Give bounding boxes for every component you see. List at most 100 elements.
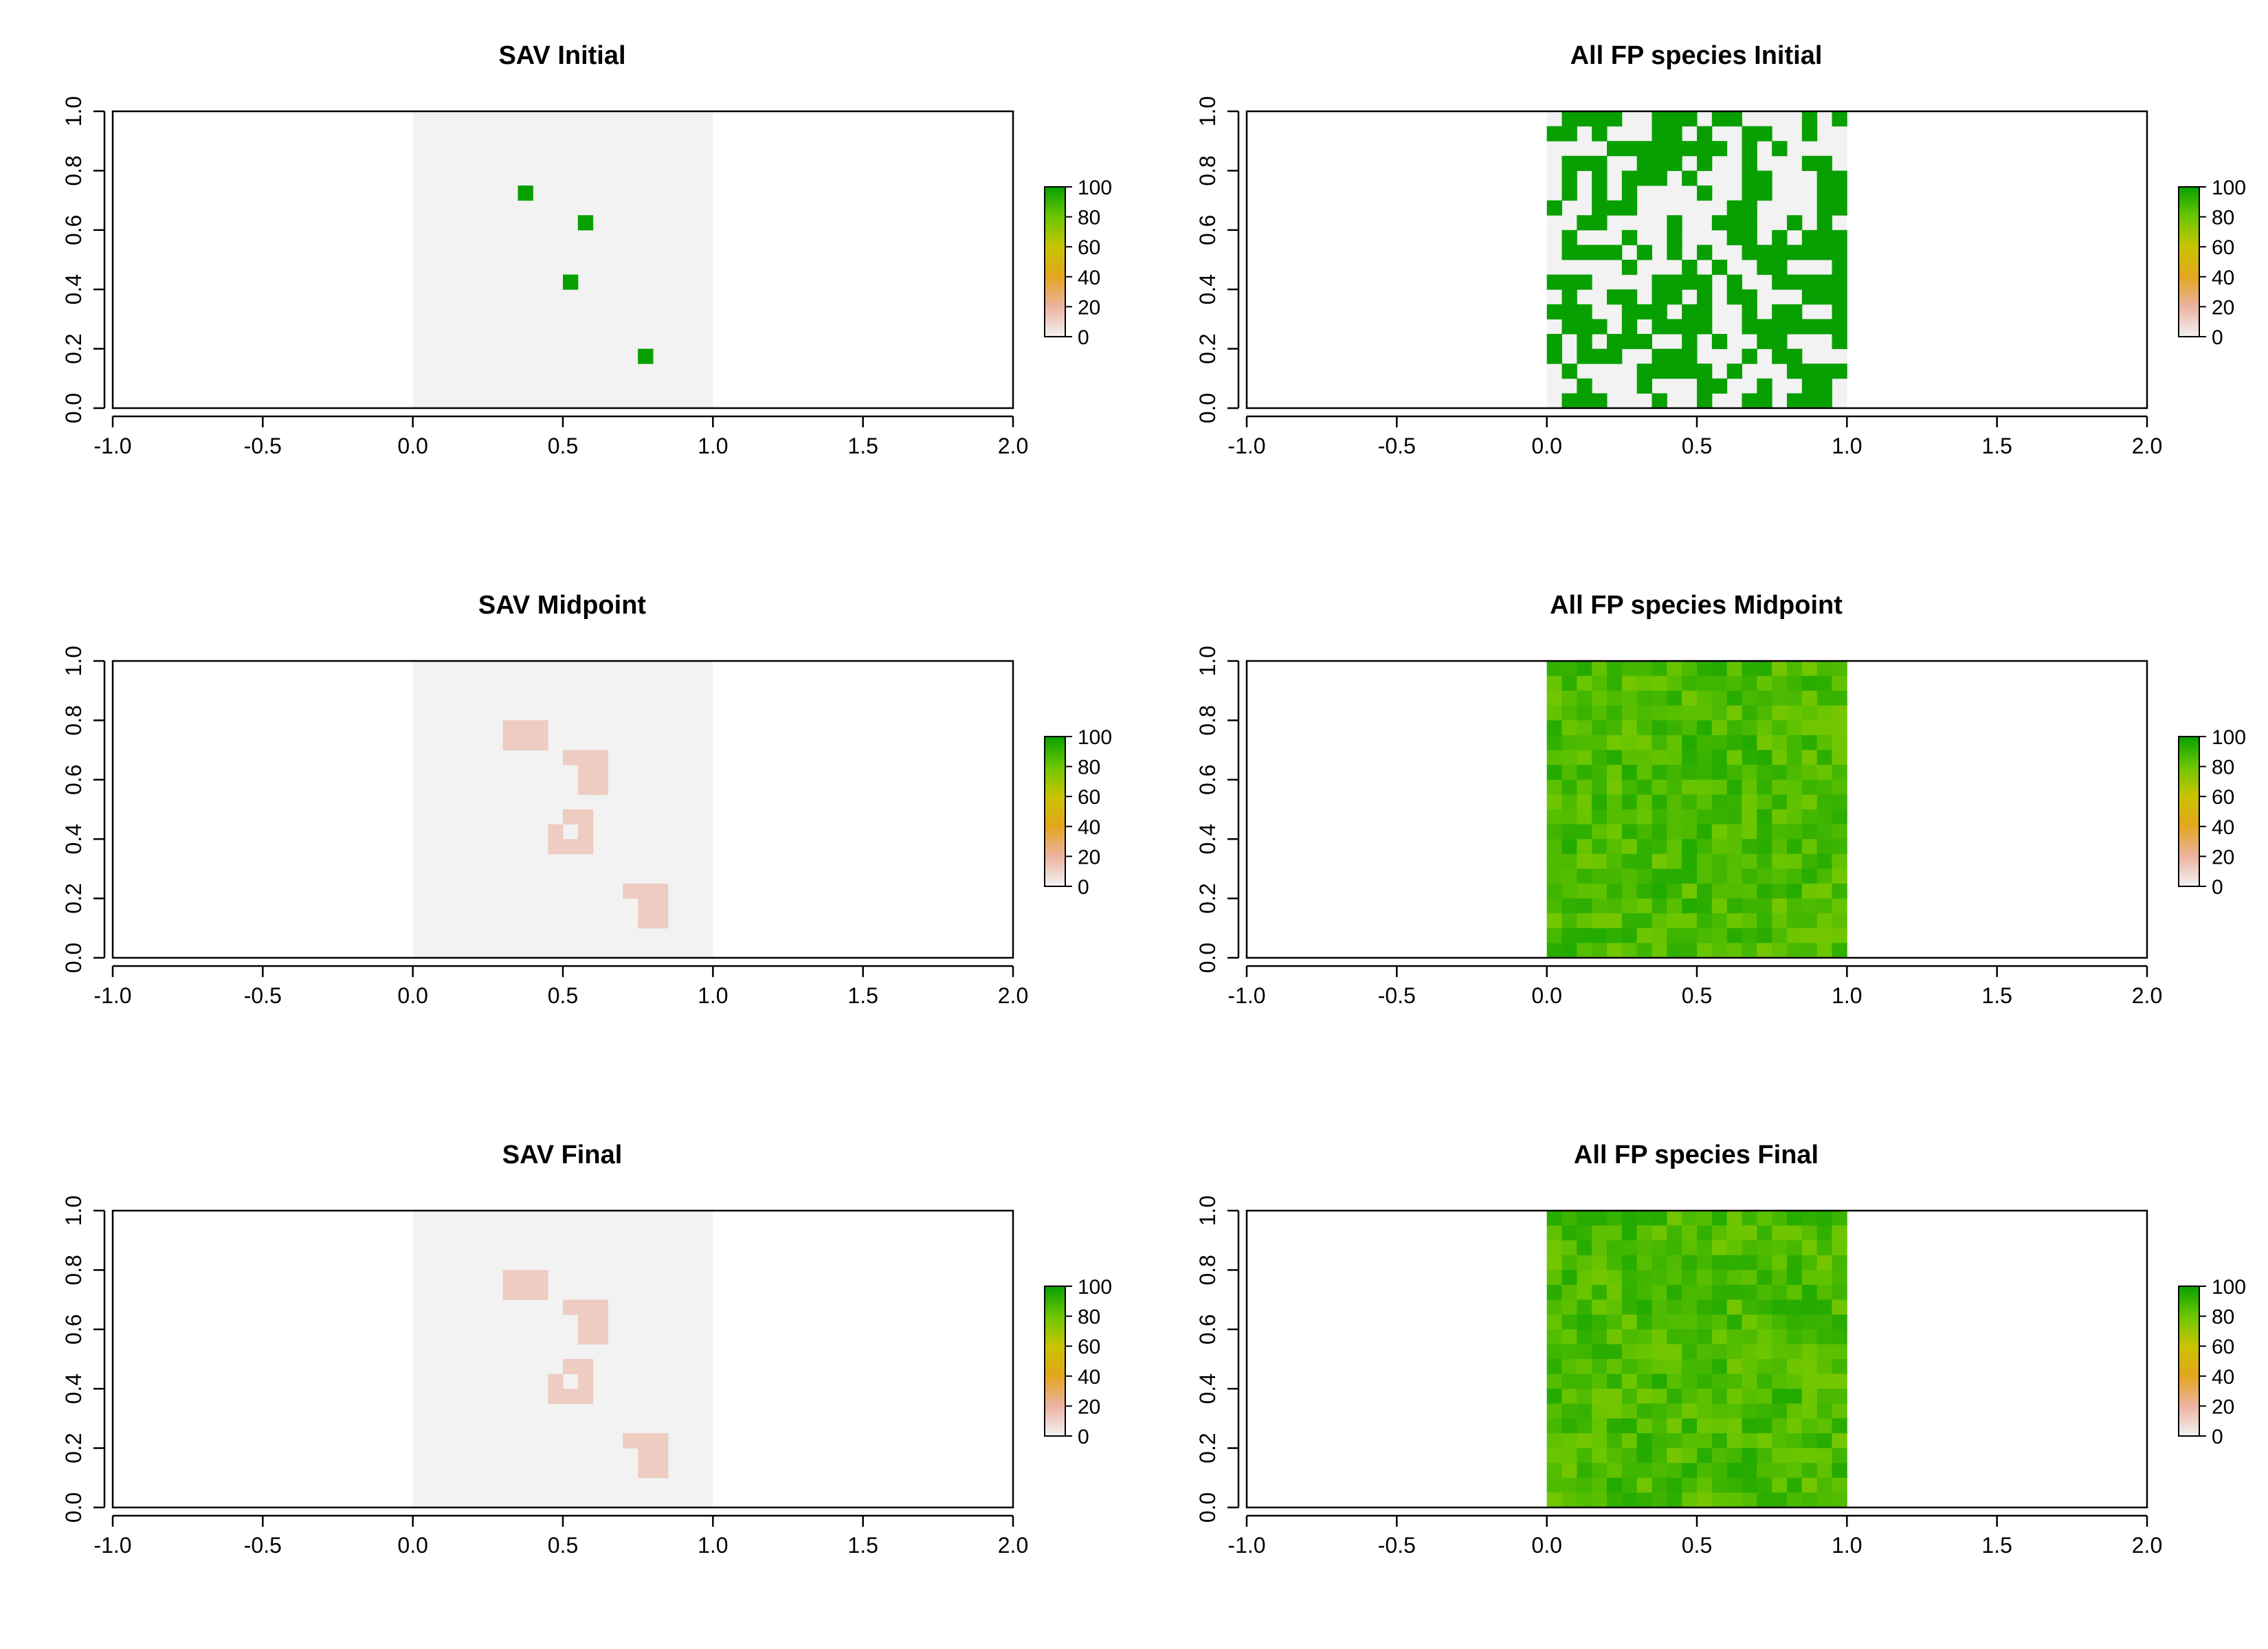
legend-swatch [1045,289,1065,293]
raster-cell [1546,720,1562,736]
raster-cell [1636,705,1652,721]
legend-tick-label: 0 [1078,1426,1089,1448]
raster-cell [1742,1373,1757,1389]
legend-bar-frame [1044,186,1066,337]
raster-cell [1787,661,1803,677]
raster-cell [1667,839,1682,855]
raster-cell [1832,260,1847,276]
raster-cell [1832,884,1847,899]
raster-cell [1561,1463,1577,1479]
raster-cell [1801,1433,1818,1449]
raster-cell [1697,1492,1713,1508]
raster-cell [1726,1448,1742,1463]
legend-swatch [2179,262,2199,265]
legend-swatch [1045,739,1065,743]
raster-cell [1607,289,1623,305]
raster-cell [1757,1211,1772,1226]
raster-cell [1667,661,1682,677]
legend-tick-label: 60 [1078,786,1100,809]
raster-cell [1726,1403,1742,1419]
raster-cell [1652,1373,1667,1389]
raster-cell [1577,675,1592,691]
legend-swatch [2179,874,2199,878]
raster-cell [1636,765,1652,781]
raster-cell [1832,1329,1847,1345]
raster-cell [1682,868,1698,884]
y-tick-label: 0.6 [1195,215,1220,245]
raster-cell [1652,1463,1667,1479]
raster-cell [1546,794,1562,810]
legend-tick-label: 0 [2212,326,2223,349]
raster-cell [1561,1433,1577,1449]
raster-cell [1832,1314,1847,1330]
raster-cell [1652,1211,1667,1226]
legend-swatch [2179,298,2199,302]
raster-cell [1621,853,1638,869]
raster-cell [1546,943,1562,958]
raster-cell [1772,1285,1788,1301]
raster-cell [1621,1240,1638,1256]
legend-bar-frame [1044,1286,1066,1437]
legend-tick-label: 60 [2212,236,2234,259]
x-tick-label: -0.5 [244,1533,282,1558]
x-tick-label: -1.0 [93,434,131,458]
raster-cell [1816,1433,1832,1449]
y-tick-label: 1.0 [1195,96,1220,126]
raster-cell [1682,661,1698,677]
legend-swatch [1045,1307,1065,1311]
raster-cell [1667,898,1682,914]
raster-cell [1667,141,1682,157]
raster-cell [1577,1418,1592,1434]
raster-cell [1607,794,1623,810]
raster-cell [1742,186,1757,201]
legend-swatch [2179,1310,2199,1314]
raster-patch-cell [577,809,594,825]
raster-cell [1711,1418,1728,1434]
raster-cell [1757,245,1772,260]
raster-cell [1652,943,1667,958]
raster-cell [1832,943,1847,958]
raster-cell [1607,913,1623,929]
raster-cell [1682,260,1698,276]
raster-cell [1682,363,1698,379]
raster-cell [1592,1448,1608,1463]
raster-cell [1772,304,1788,319]
raster-patch-cell [577,779,594,795]
raster-cell [1577,1314,1592,1330]
raster-cell [1546,1433,1562,1449]
raster-cell [1546,675,1562,691]
raster-cell [1832,735,1847,751]
raster-cell [1757,720,1772,736]
raster-cell [1726,839,1742,855]
raster-cell [1816,928,1832,943]
raster-cell [1742,1285,1757,1301]
raster-cell [1636,661,1652,677]
raster-cell [1757,1270,1772,1286]
raster-cell [1711,1403,1728,1419]
raster-cell [1607,661,1623,677]
raster-cell [1801,765,1818,781]
raster-patch-cell [502,735,518,751]
raster-cell [1652,1477,1667,1493]
raster-cell [1787,1418,1803,1434]
raster-cell [1592,170,1608,186]
legend-swatch [1045,324,1065,328]
raster-cell [1832,334,1847,350]
raster-cell [1636,245,1652,260]
raster-cell [1787,1403,1803,1419]
legend-swatch [2179,1433,2199,1437]
legend-tick-label: 20 [2212,1395,2234,1418]
raster-cell [1546,913,1562,929]
raster-cell [1621,1344,1638,1360]
raster-cell [1561,839,1577,855]
raster-cell [1726,853,1742,869]
raster-cell [1801,824,1818,840]
raster-cell [1787,794,1803,810]
raster-cell [1667,1329,1682,1345]
x-tick-label: 1.0 [1832,983,1862,1008]
raster-cell [1636,928,1652,943]
raster-cell [1711,884,1728,899]
raster-cell [1607,1433,1623,1449]
raster-cell [1816,661,1832,677]
raster-cell [1561,720,1577,736]
